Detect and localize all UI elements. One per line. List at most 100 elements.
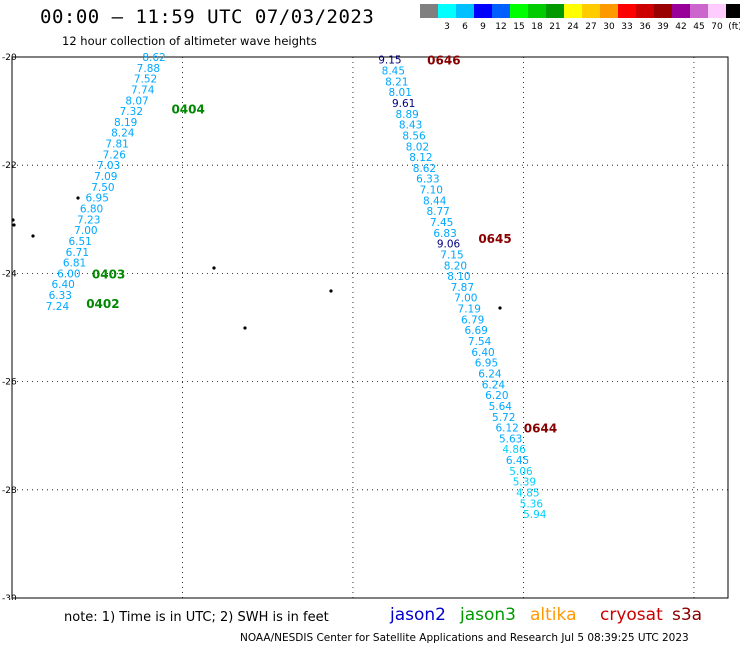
island-mark xyxy=(31,234,35,238)
time-label: 0644 xyxy=(524,422,557,436)
swh-value-label: 6.45 xyxy=(506,455,529,467)
swh-value-label: 6.81 xyxy=(63,258,86,270)
swh-value-label: 6.80 xyxy=(80,203,103,215)
legend-label: 27 xyxy=(585,22,597,32)
swh-value-label: 8.43 xyxy=(399,120,422,132)
swh-value-label: 8.01 xyxy=(389,87,412,99)
swh-value-label: 7.88 xyxy=(137,63,160,75)
legend-label: (ft) xyxy=(728,22,740,32)
legend-label: 18 xyxy=(531,22,543,32)
swh-value-label: 7.45 xyxy=(430,217,453,229)
legend-cell: 27 xyxy=(582,4,600,32)
time-label: 0403 xyxy=(92,267,125,281)
legend-cell: 33 xyxy=(618,4,636,32)
island-mark xyxy=(329,289,333,293)
swh-value-label: 8.02 xyxy=(406,141,429,153)
legend-label: 9 xyxy=(480,22,486,32)
swh-value-label: 8.21 xyxy=(385,76,408,88)
legend-cell: 39 xyxy=(654,4,672,32)
swh-value-label: 6.51 xyxy=(68,236,91,248)
lat-tick-label: -26 xyxy=(2,378,17,388)
lat-tick-label: -20 xyxy=(2,53,17,63)
swh-value-label: 6.20 xyxy=(485,390,508,402)
legend-swatch xyxy=(618,4,636,18)
swh-value-label: 8.44 xyxy=(423,195,447,207)
swh-value-label: 7.74 xyxy=(131,84,155,96)
time-label: 0646 xyxy=(427,54,460,68)
swh-value-label: 5.63 xyxy=(499,433,522,445)
satellite-label: cryosat xyxy=(600,605,663,625)
legend-label: 33 xyxy=(621,22,633,32)
swh-value-label: 6.00 xyxy=(57,268,80,280)
legend-swatch xyxy=(546,4,564,18)
legend-cell: 42 xyxy=(672,4,690,32)
swh-value-label: 7.32 xyxy=(120,106,143,118)
legend-swatch xyxy=(438,4,456,18)
legend-swatch xyxy=(564,4,582,18)
legend-label: 45 xyxy=(693,22,705,32)
swh-value-label: 8.45 xyxy=(382,66,405,78)
legend-swatch xyxy=(510,4,528,18)
legend-swatch xyxy=(528,4,546,18)
satellite-label: altika xyxy=(530,605,577,625)
swh-value-label: 7.15 xyxy=(440,249,463,261)
swh-value-label: 6.24 xyxy=(478,368,502,380)
swh-value-label: 7.10 xyxy=(420,185,443,197)
swh-value-label: 7.24 xyxy=(46,301,70,313)
swh-value-label: 7.23 xyxy=(77,214,100,226)
legend-cell: 30 xyxy=(600,4,618,32)
swh-value-label: 6.69 xyxy=(464,325,487,337)
legend-label: 3 xyxy=(444,22,450,32)
legend-swatch xyxy=(474,4,492,18)
swh-value-label: 8.24 xyxy=(111,128,135,140)
swh-value-label: 7.03 xyxy=(97,160,120,172)
swh-value-label: 8.20 xyxy=(444,260,467,272)
swh-value-label: 7.26 xyxy=(103,149,127,161)
legend-swatch xyxy=(726,4,740,18)
swh-value-label: 6.95 xyxy=(86,193,109,205)
swh-value-label: 7.52 xyxy=(134,74,157,86)
swh-value-label: 9.06 xyxy=(437,239,461,251)
swh-value-label: 7.81 xyxy=(105,139,128,151)
legend-cell: 36 xyxy=(636,4,654,32)
island-mark xyxy=(243,326,247,330)
swh-value-label: 8.62 xyxy=(142,52,165,64)
legend-swatch xyxy=(456,4,474,18)
swh-value-label: 6.33 xyxy=(416,174,439,186)
island-mark xyxy=(11,218,15,222)
legend-swatch xyxy=(672,4,690,18)
legend-swatch xyxy=(492,4,510,18)
map-title: 00:00 – 11:59 UTC 07/03/2023 xyxy=(40,6,375,28)
legend-label: 24 xyxy=(567,22,579,32)
swh-value-label: 8.12 xyxy=(409,152,432,164)
satellite-label: jason2 xyxy=(390,605,446,625)
lat-tick-label: -30 xyxy=(2,594,17,600)
swh-value-label: 6.40 xyxy=(51,279,74,291)
swh-value-label: 6.95 xyxy=(475,358,498,370)
swh-value-label: 7.19 xyxy=(458,304,481,316)
lat-tick-label: -24 xyxy=(2,269,17,279)
legend-label: 39 xyxy=(657,22,669,32)
swh-value-label: 6.24 xyxy=(482,379,506,391)
legend-swatch xyxy=(690,4,708,18)
swh-value-label: 7.09 xyxy=(94,171,117,183)
swh-value-label: 7.00 xyxy=(74,225,97,237)
swh-value-label: 5.72 xyxy=(492,412,515,424)
map-subtitle: 12 hour collection of altimeter wave hei… xyxy=(62,34,317,48)
swh-value-label: 4.86 xyxy=(502,444,526,456)
legend-cell: 24 xyxy=(564,4,582,32)
swh-value-label: 8.10 xyxy=(447,271,470,283)
legend-cell: 45 xyxy=(690,4,708,32)
footer-note: note: 1) Time is in UTC; 2) SWH is in fe… xyxy=(64,610,329,625)
swh-value-label: 7.54 xyxy=(468,336,492,348)
legend-cell: 18 xyxy=(528,4,546,32)
legend-swatch xyxy=(636,4,654,18)
lat-tick-label: -22 xyxy=(2,161,17,171)
swh-value-label: 5.39 xyxy=(513,477,536,489)
time-label: 0404 xyxy=(171,102,204,116)
legend-swatch xyxy=(420,4,438,18)
swh-value-label: 6.40 xyxy=(471,347,494,359)
legend-swatch xyxy=(582,4,600,18)
legend-cell: 12 xyxy=(492,4,510,32)
legend-label: 36 xyxy=(639,22,651,32)
